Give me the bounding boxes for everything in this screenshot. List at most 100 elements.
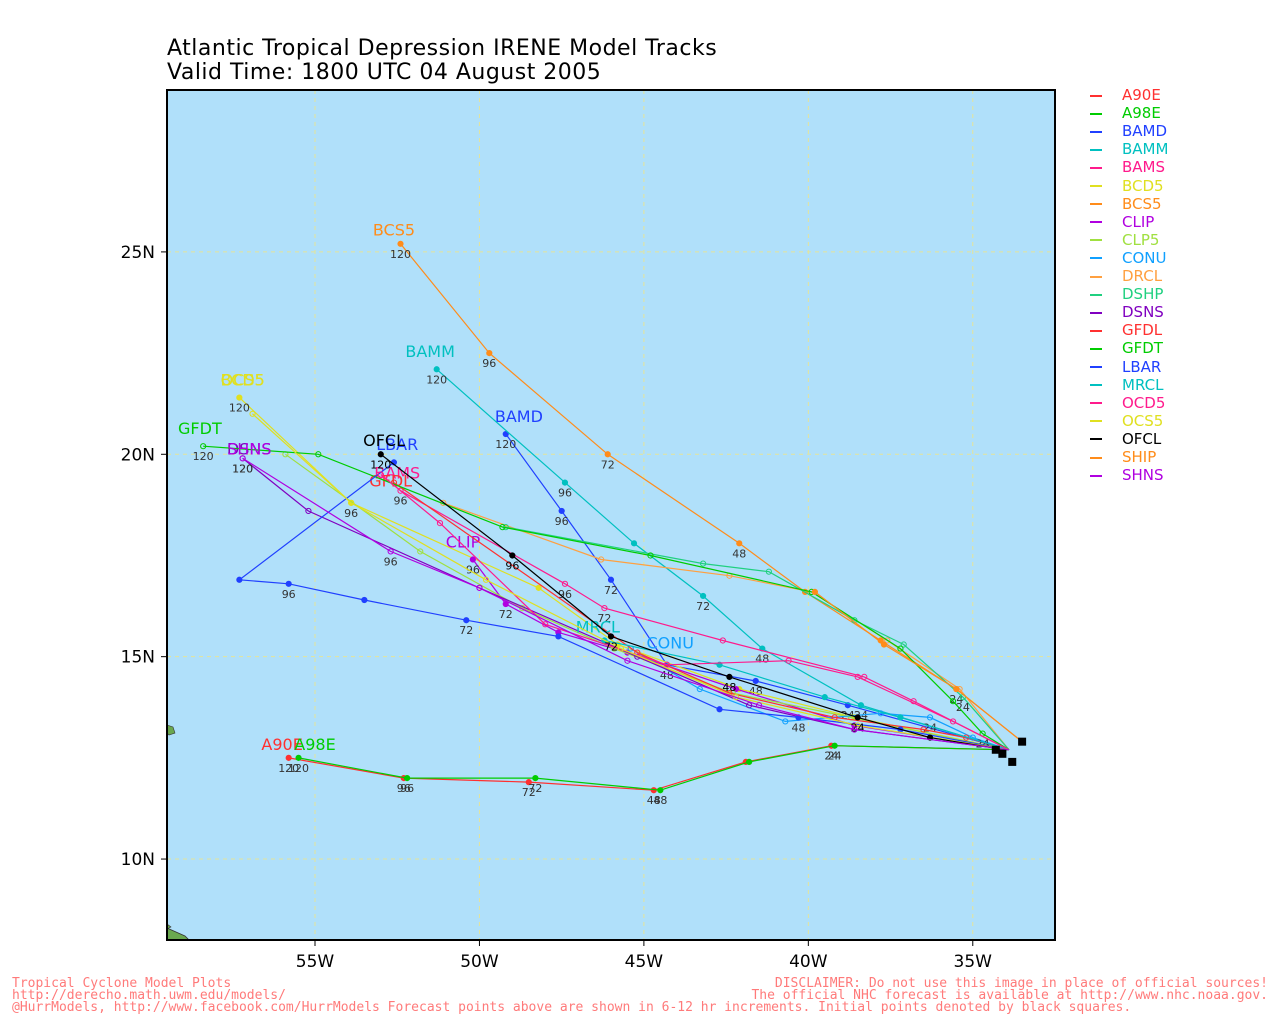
forecast-hour-label: 24 (851, 721, 865, 734)
lon-tick-label: 35W (954, 952, 993, 972)
track-gfdt: 24 120 GFDT (178, 419, 1010, 751)
track-point (949, 718, 957, 725)
track-point (561, 580, 569, 587)
legend-swatch (1090, 402, 1102, 405)
track-point (463, 617, 470, 624)
track-line (630, 648, 1010, 751)
legend-label: CLP5 (1122, 230, 1160, 249)
track-point (607, 576, 615, 583)
legend-item-ocs5: OCS5 (1090, 412, 1163, 430)
track-point (561, 479, 569, 486)
forecast-hour-label: 72 (597, 612, 611, 625)
initial-point-square (998, 749, 1007, 758)
track-point (200, 443, 207, 450)
track-point (785, 657, 792, 664)
forecast-hour-label: 96 (394, 495, 408, 508)
forecast-hour-label: 96 (282, 588, 296, 601)
forecast-hour-label: 96 (505, 559, 519, 572)
track-line (203, 445, 1010, 751)
forecast-hour-label: 120 (229, 402, 250, 415)
track-point (285, 580, 292, 587)
legend-label: BCD5 (1122, 176, 1164, 195)
legend-item-bcd5: BCD5 (1090, 177, 1164, 195)
forecast-hour-label: 96 (482, 357, 496, 370)
track-point (726, 673, 733, 681)
track-line (242, 457, 1010, 751)
legend-swatch (1090, 329, 1102, 332)
track-point (811, 588, 819, 596)
track-point (315, 451, 322, 458)
legend-item-mrcl: MRCL (1090, 376, 1163, 394)
track-bcs5: 24 48 72 96 120 BCS5 (373, 221, 1023, 743)
track-point (417, 548, 424, 555)
forecast-hour-label: 96 (558, 487, 572, 500)
legend-item-lbar: LBAR (1090, 358, 1161, 376)
track-point (239, 455, 246, 462)
forecast-hour-label: 48 (755, 653, 769, 666)
track-point (433, 366, 440, 373)
track-point (598, 556, 605, 563)
forecast-hour-label: 48 (653, 794, 667, 807)
legend-item-a98e: A98E (1090, 104, 1161, 122)
legend-swatch (1090, 438, 1102, 441)
legend-item-shns: SHNS (1090, 466, 1164, 484)
legend-item-bamm: BAMM (1090, 140, 1168, 158)
initial-point-square (1008, 757, 1017, 766)
track-name-label: A98E (294, 735, 335, 754)
lat-tick-label: 20N (121, 445, 155, 465)
track-point (486, 349, 493, 357)
track-point (716, 706, 723, 713)
track-point (926, 714, 934, 721)
legend-label: OFCL (1122, 429, 1162, 448)
forecast-hour-label: 120 (370, 458, 391, 471)
forecast-hour-label: 120 (390, 248, 411, 261)
track-ocs5: OCS5 (221, 370, 1010, 751)
footer-right-line: The official NHC forecast is available a… (751, 988, 1268, 1003)
forecast-hour-label: 72 (522, 786, 536, 799)
track-ofcl: 24 48 72 96 120 OFCL (363, 431, 1006, 751)
track-name-label: BAMD (495, 407, 543, 426)
track-point (604, 451, 611, 458)
track-point (361, 596, 368, 604)
track-point (436, 519, 444, 527)
map-title: Atlantic Tropical Depression IRENE Model… (167, 36, 718, 61)
track-name-label: A90E (261, 735, 302, 754)
track-point (736, 540, 743, 547)
lat-tick-label: 25N (121, 243, 155, 263)
legend-swatch (1090, 275, 1102, 278)
legend-label: BCS5 (1122, 194, 1162, 213)
track-name-label: GFDT (178, 419, 222, 438)
legend-swatch (1090, 347, 1102, 350)
track-point (601, 604, 608, 612)
forecast-hour-label: 96 (344, 507, 358, 520)
legend-label: DSHP (1122, 285, 1164, 304)
legend-swatch (1090, 148, 1102, 151)
forecast-hour-label: 120 (495, 438, 516, 451)
track-point (469, 556, 476, 563)
legend-label: GFDT (1122, 339, 1163, 358)
track-point (719, 637, 726, 644)
track-name-label: OCS5 (221, 370, 265, 389)
legend-swatch (1090, 384, 1102, 387)
track-point (880, 641, 888, 648)
track-point (525, 779, 532, 786)
track-name-label: CONU (646, 634, 693, 653)
legend-swatch (1090, 112, 1102, 115)
ocean-background (167, 90, 1055, 940)
forecast-hour-label: 72 (696, 600, 710, 613)
forecast-hour-label: 120 (278, 762, 299, 775)
track-point (900, 641, 907, 648)
track-name-label: OFCL (363, 431, 405, 450)
footer-left-line: Tropical Cyclone Model Plots (12, 976, 232, 991)
legend-swatch (1090, 420, 1102, 423)
forecast-hour-label: 96 (400, 782, 414, 795)
track-point (397, 487, 404, 494)
forecast-hour-label: 24 (949, 693, 963, 706)
forecast-hour-label: 72 (499, 608, 513, 621)
track-name-label: BAMM (405, 342, 455, 361)
track-point (746, 702, 753, 709)
track-name-label: LBAR (376, 435, 418, 454)
legend-label: LBAR (1122, 357, 1162, 376)
legend-label: BAMD (1122, 122, 1168, 141)
legend-item-a90e: A90E (1090, 86, 1161, 104)
